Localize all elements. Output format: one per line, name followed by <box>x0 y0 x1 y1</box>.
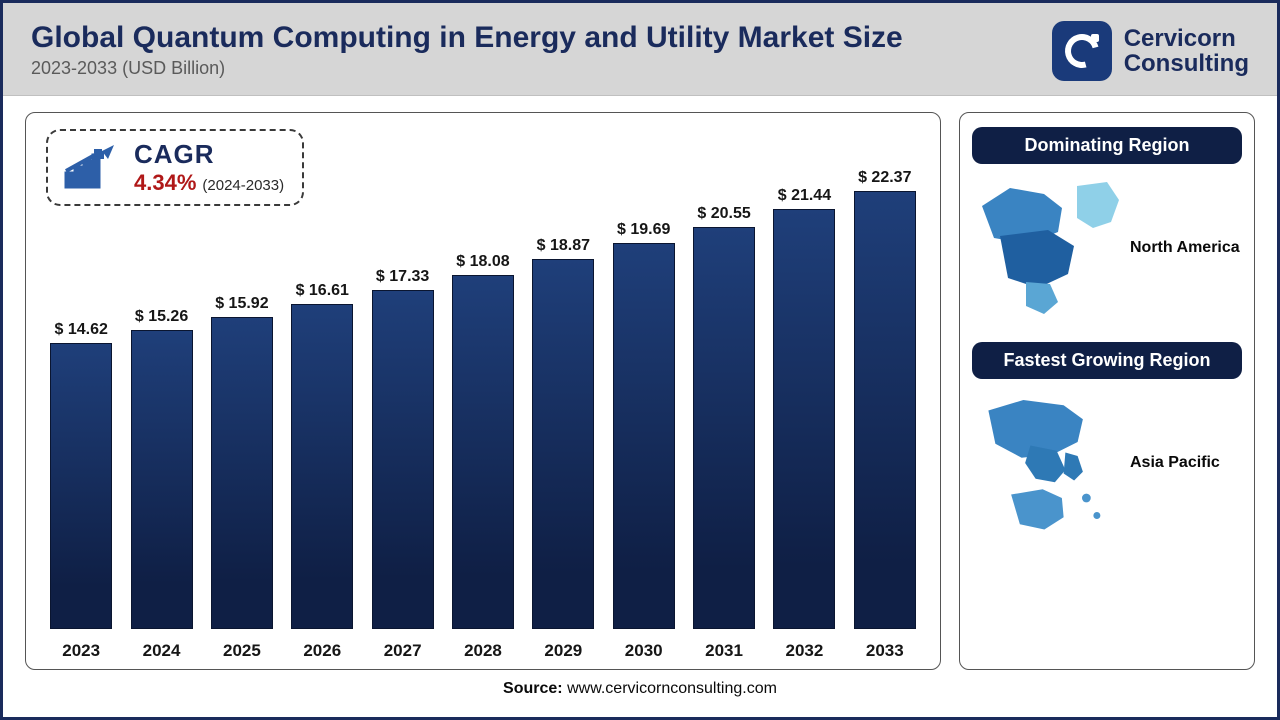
side-panel: Dominating Region North America Fastest … <box>959 112 1255 670</box>
x-tick-label: 2024 <box>126 641 196 661</box>
bar-value-label: $ 16.61 <box>296 282 349 300</box>
bar <box>452 275 514 629</box>
title-block: Global Quantum Computing in Energy and U… <box>31 21 903 79</box>
growth-icon <box>62 145 122 191</box>
brand-line2: Consulting <box>1124 51 1249 76</box>
bar-col: $ 18.08 <box>448 253 518 629</box>
cagr-label: CAGR <box>134 139 284 170</box>
bar <box>372 290 434 629</box>
source-label: Source: <box>503 680 563 697</box>
x-tick-label: 2028 <box>448 641 518 661</box>
bar-col: $ 16.61 <box>287 282 357 629</box>
body-area: CAGR 4.34% (2024-2033) $ 14.62 $ 15.26 $ 1… <box>3 96 1277 676</box>
x-tick-label: 2027 <box>367 641 437 661</box>
north-america-map-icon <box>972 178 1122 318</box>
source-line: Source: www.cervicornconsulting.com <box>3 676 1277 698</box>
brand-line1: Cervicorn <box>1124 26 1249 51</box>
bar-col: $ 15.92 <box>207 295 277 629</box>
bar <box>854 191 916 629</box>
bar-col: $ 21.44 <box>769 187 839 629</box>
x-tick-label: 2030 <box>609 641 679 661</box>
bar-value-label: $ 15.26 <box>135 308 188 326</box>
bar-value-label: $ 22.37 <box>858 169 911 187</box>
bar <box>613 243 675 629</box>
bar <box>50 343 112 629</box>
bar <box>532 259 594 629</box>
x-axis-labels: 2023 2024 2025 2026 2027 2028 2029 2030 2031 2032… <box>46 641 920 661</box>
dominating-region-name: North America <box>1130 239 1240 257</box>
page-subtitle: 2023-2033 (USD Billion) <box>31 58 903 79</box>
bar-col: $ 15.26 <box>126 308 196 629</box>
brand-icon <box>1052 21 1112 81</box>
x-tick-label: 2023 <box>46 641 116 661</box>
cagr-box: CAGR 4.34% (2024-2033) <box>46 129 304 206</box>
x-tick-label: 2025 <box>207 641 277 661</box>
header: Global Quantum Computing in Energy and U… <box>3 3 1277 96</box>
bar-value-label: $ 15.92 <box>215 295 268 313</box>
bar-col: $ 18.87 <box>528 237 598 629</box>
dominating-region-row: North America <box>972 174 1242 332</box>
x-tick-label: 2031 <box>689 641 759 661</box>
source-url: www.cervicornconsulting.com <box>567 680 777 697</box>
bar-value-label: $ 18.08 <box>456 253 509 271</box>
bar-value-label: $ 17.33 <box>376 268 429 286</box>
x-tick-label: 2029 <box>528 641 598 661</box>
bar-col: $ 22.37 <box>850 169 920 629</box>
page-title: Global Quantum Computing in Energy and U… <box>31 21 903 54</box>
fastest-region-row: Asia Pacific <box>972 389 1242 547</box>
bar <box>211 317 273 629</box>
bar-value-label: $ 14.62 <box>54 321 107 339</box>
fastest-region-title: Fastest Growing Region <box>972 342 1242 379</box>
bar-value-label: $ 20.55 <box>697 205 750 223</box>
bar-value-label: $ 19.69 <box>617 221 670 239</box>
bar <box>131 330 193 629</box>
bar <box>291 304 353 629</box>
fastest-region-name: Asia Pacific <box>1130 454 1220 472</box>
bar-value-label: $ 21.44 <box>778 187 831 205</box>
x-tick-label: 2033 <box>850 641 920 661</box>
chart-panel: CAGR 4.34% (2024-2033) $ 14.62 $ 15.26 $ 1… <box>25 112 941 670</box>
x-tick-label: 2032 <box>769 641 839 661</box>
cagr-period: (2024-2033) <box>202 177 284 194</box>
brand-logo: Cervicorn Consulting <box>1052 21 1249 81</box>
bar-col: $ 14.62 <box>46 321 116 629</box>
asia-pacific-map-icon <box>972 393 1122 533</box>
bar <box>773 209 835 629</box>
bar-col: $ 20.55 <box>689 205 759 629</box>
bar <box>693 227 755 629</box>
brand-text: Cervicorn Consulting <box>1124 26 1249 76</box>
cagr-text: CAGR 4.34% (2024-2033) <box>134 139 284 196</box>
bar-value-label: $ 18.87 <box>537 237 590 255</box>
bar-col: $ 17.33 <box>367 268 437 629</box>
cagr-value: 4.34% <box>134 170 196 196</box>
bar-col: $ 19.69 <box>609 221 679 629</box>
x-tick-label: 2026 <box>287 641 357 661</box>
dominating-region-title: Dominating Region <box>972 127 1242 164</box>
